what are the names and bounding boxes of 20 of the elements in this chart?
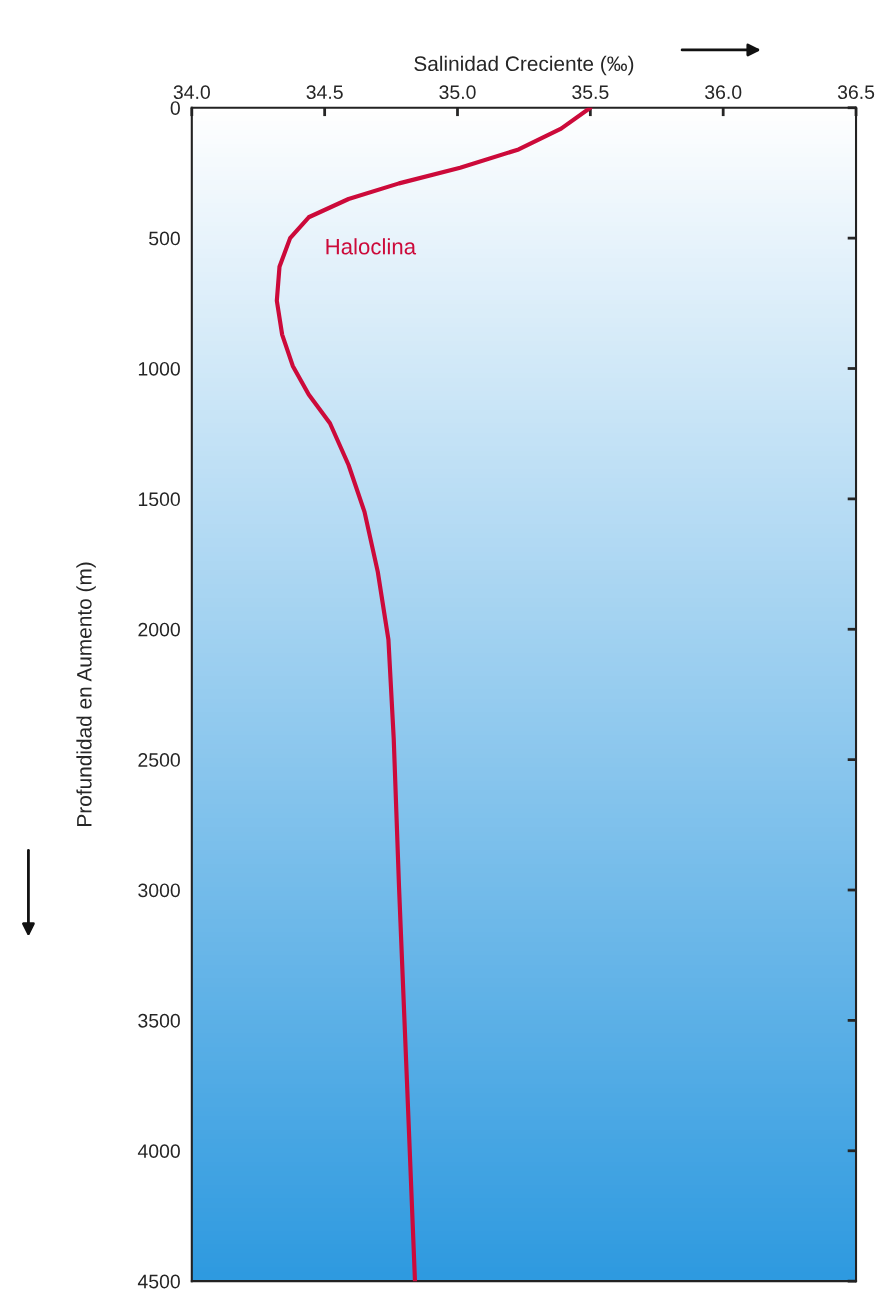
- x-tick-label: 34.5: [306, 85, 343, 100]
- y-tick-label: 0: [170, 101, 180, 115]
- x-tick-label: 35.0: [439, 85, 476, 100]
- x-axis-title: Salinidad Creciente (‰): [414, 55, 634, 76]
- x-tick-label: 36.5: [837, 85, 875, 100]
- y-tick-label: 4000: [137, 1144, 180, 1159]
- y-tick-label: 3000: [138, 883, 180, 898]
- y-axis-title: Profundidad en Aumento (m): [76, 562, 96, 826]
- y-tick-label: 1000: [138, 361, 180, 376]
- x-tick-label: 34.0: [173, 85, 210, 100]
- y-tick-label: 2000: [138, 622, 180, 637]
- y-tick-label: 500: [149, 231, 180, 246]
- line-series: [274, 107, 593, 1282]
- y-tick-label: 4500: [137, 1274, 180, 1289]
- y-tick-label: 1500: [138, 492, 180, 507]
- y-tick-label: 2500: [138, 753, 180, 767]
- annotation: Haloclina: [326, 238, 417, 255]
- x-tick-label: 35.5: [572, 85, 609, 100]
- x-tick-label: 36.0: [705, 85, 742, 100]
- y-tick-label: 3500: [138, 1013, 180, 1028]
